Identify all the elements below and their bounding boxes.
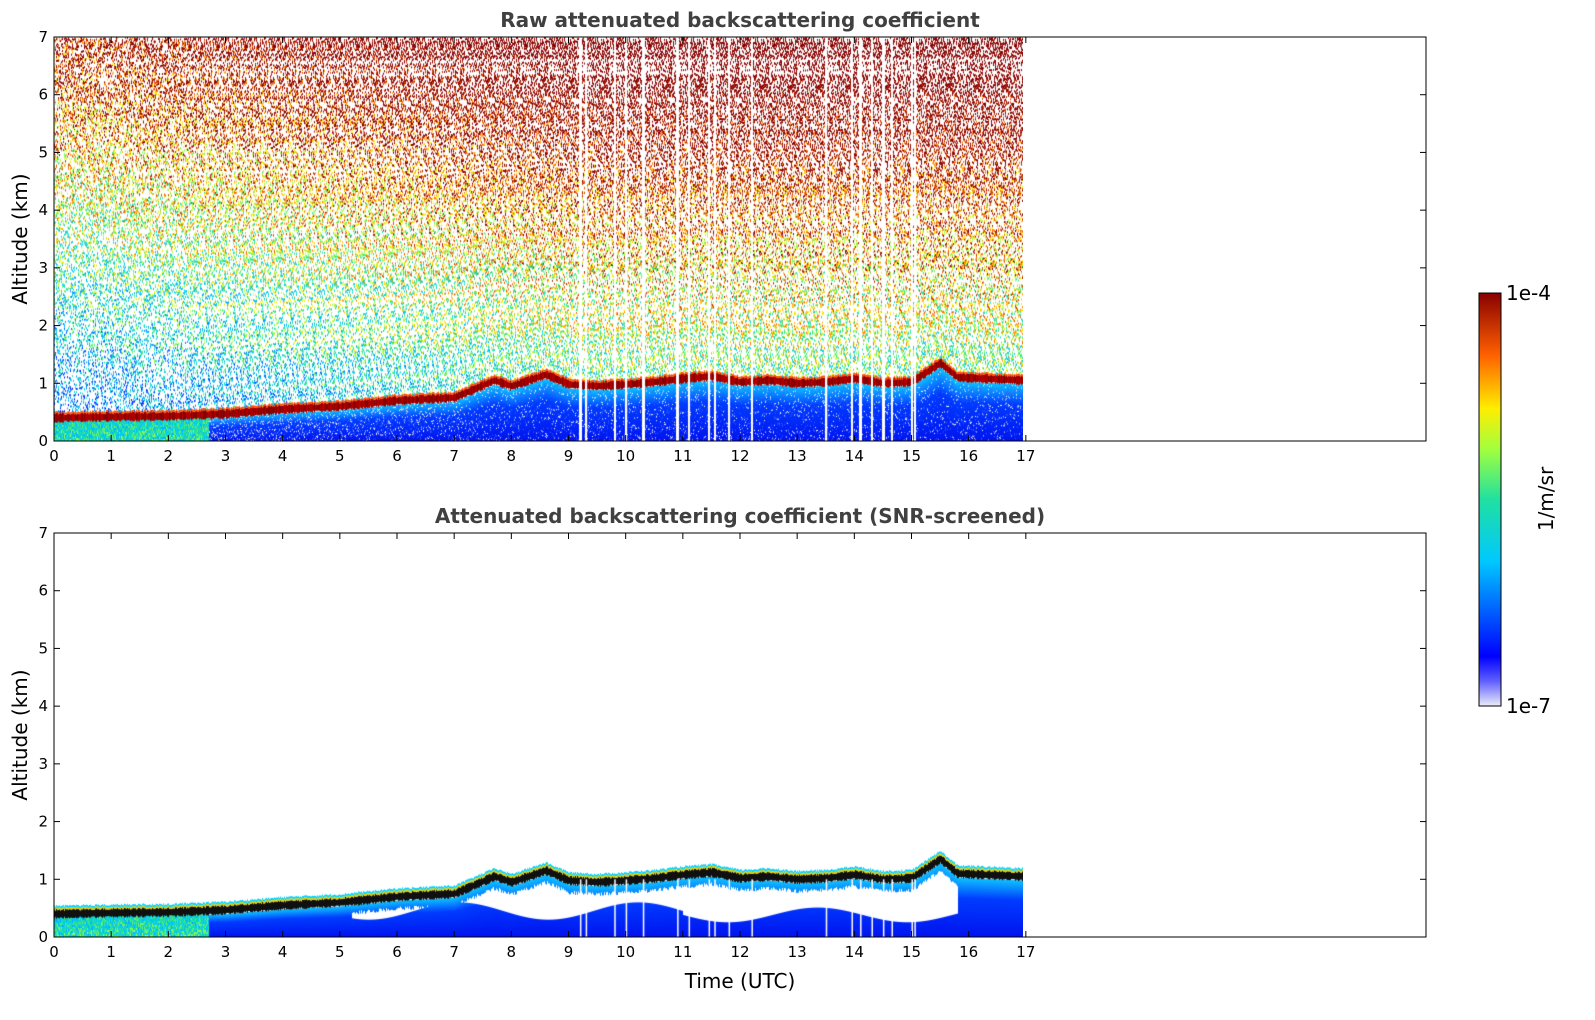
y-tick-label: 6 (38, 86, 48, 104)
panel-screened: Attenuated backscattering coefficient (S… (8, 504, 1427, 993)
y-ticks: 0 1 2 3 4 5 6 7 (38, 524, 1426, 946)
x-tick-label: 3 (221, 447, 231, 465)
x-tick-label: 12 (730, 943, 749, 961)
y-tick-label: 0 (38, 928, 48, 946)
x-tick-label: 10 (616, 943, 635, 961)
x-tick-label: 11 (673, 943, 692, 961)
x-tick-label: 13 (788, 943, 807, 961)
x-tick-label: 1 (106, 943, 116, 961)
x-tick-label: 6 (392, 447, 402, 465)
y-tick-label: 4 (38, 201, 48, 219)
x-tick-label: 4 (278, 943, 288, 961)
panel-raw: Raw attenuated backscattering coefficien… (8, 8, 1427, 465)
x-tick-label: 8 (507, 943, 517, 961)
y-tick-label: 1 (38, 870, 48, 888)
y-tick-label: 3 (38, 755, 48, 773)
x-tick-label: 15 (902, 943, 921, 961)
y-tick-label: 5 (38, 639, 48, 657)
y-tick-label: 7 (38, 524, 48, 542)
x-tick-label: 15 (902, 447, 921, 465)
x-tick-label: 5 (335, 447, 345, 465)
y-axis-label: Altitude (km) (8, 173, 32, 304)
x-tick-label: 16 (959, 447, 978, 465)
x-tick-label: 0 (49, 943, 59, 961)
x-ticks: 0 1 2 3 4 5 6 7 8 9 10 11 12 13 14 15 16 17 (49, 533, 1035, 961)
heatmap-image (54, 37, 1023, 441)
x-tick-label: 2 (164, 943, 174, 961)
heatmap-raw (54, 37, 1023, 441)
x-tick-label: 17 (1016, 447, 1035, 465)
panel-title: Attenuated backscattering coefficient (S… (435, 504, 1045, 528)
x-tick-label: 8 (507, 447, 517, 465)
x-tick-label: 1 (106, 447, 116, 465)
y-ticks: 0 1 2 3 4 5 6 7 (38, 28, 1426, 450)
x-tick-label: 11 (673, 447, 692, 465)
panel-title: Raw attenuated backscattering coefficien… (500, 8, 980, 32)
colorbar-scale (1478, 292, 1502, 707)
colorbar-min-label: 1e-7 (1506, 694, 1551, 718)
y-tick-label: 3 (38, 259, 48, 277)
x-tick-label: 4 (278, 447, 288, 465)
y-tick-label: 5 (38, 143, 48, 161)
x-tick-label: 14 (845, 447, 864, 465)
x-tick-label: 17 (1016, 943, 1035, 961)
x-tick-label: 12 (730, 447, 749, 465)
x-tick-label: 13 (788, 447, 807, 465)
y-tick-label: 2 (38, 813, 48, 831)
x-tick-label: 6 (392, 943, 402, 961)
x-tick-label: 7 (449, 943, 459, 961)
y-tick-label: 2 (38, 317, 48, 335)
y-axis-label: Altitude (km) (8, 669, 32, 800)
x-tick-label: 14 (845, 943, 864, 961)
x-ticks: 0 1 2 3 4 5 6 7 8 9 10 11 12 13 14 15 16 17 (49, 37, 1035, 465)
y-tick-label: 7 (38, 28, 48, 46)
x-tick-label: 16 (959, 943, 978, 961)
colorbar-label: 1/m/sr (1534, 466, 1558, 531)
x-tick-label: 10 (616, 447, 635, 465)
x-tick-label: 7 (449, 447, 459, 465)
y-tick-label: 0 (38, 432, 48, 450)
colorbar-max-label: 1e-4 (1506, 281, 1551, 305)
x-tick-label: 3 (221, 943, 231, 961)
x-axis-label: Time (UTC) (684, 969, 796, 993)
y-tick-label: 6 (38, 582, 48, 600)
x-tick-label: 5 (335, 943, 345, 961)
x-tick-label: 2 (164, 447, 174, 465)
colorbar: 1e-4 1e-7 1/m/sr (1478, 281, 1558, 718)
heatmap-screened (54, 533, 1023, 937)
x-tick-label: 0 (49, 447, 59, 465)
x-tick-label: 9 (564, 447, 574, 465)
y-tick-label: 1 (38, 374, 48, 392)
x-tick-label: 9 (564, 943, 574, 961)
y-tick-label: 4 (38, 697, 48, 715)
heatmap-image (54, 533, 1023, 937)
